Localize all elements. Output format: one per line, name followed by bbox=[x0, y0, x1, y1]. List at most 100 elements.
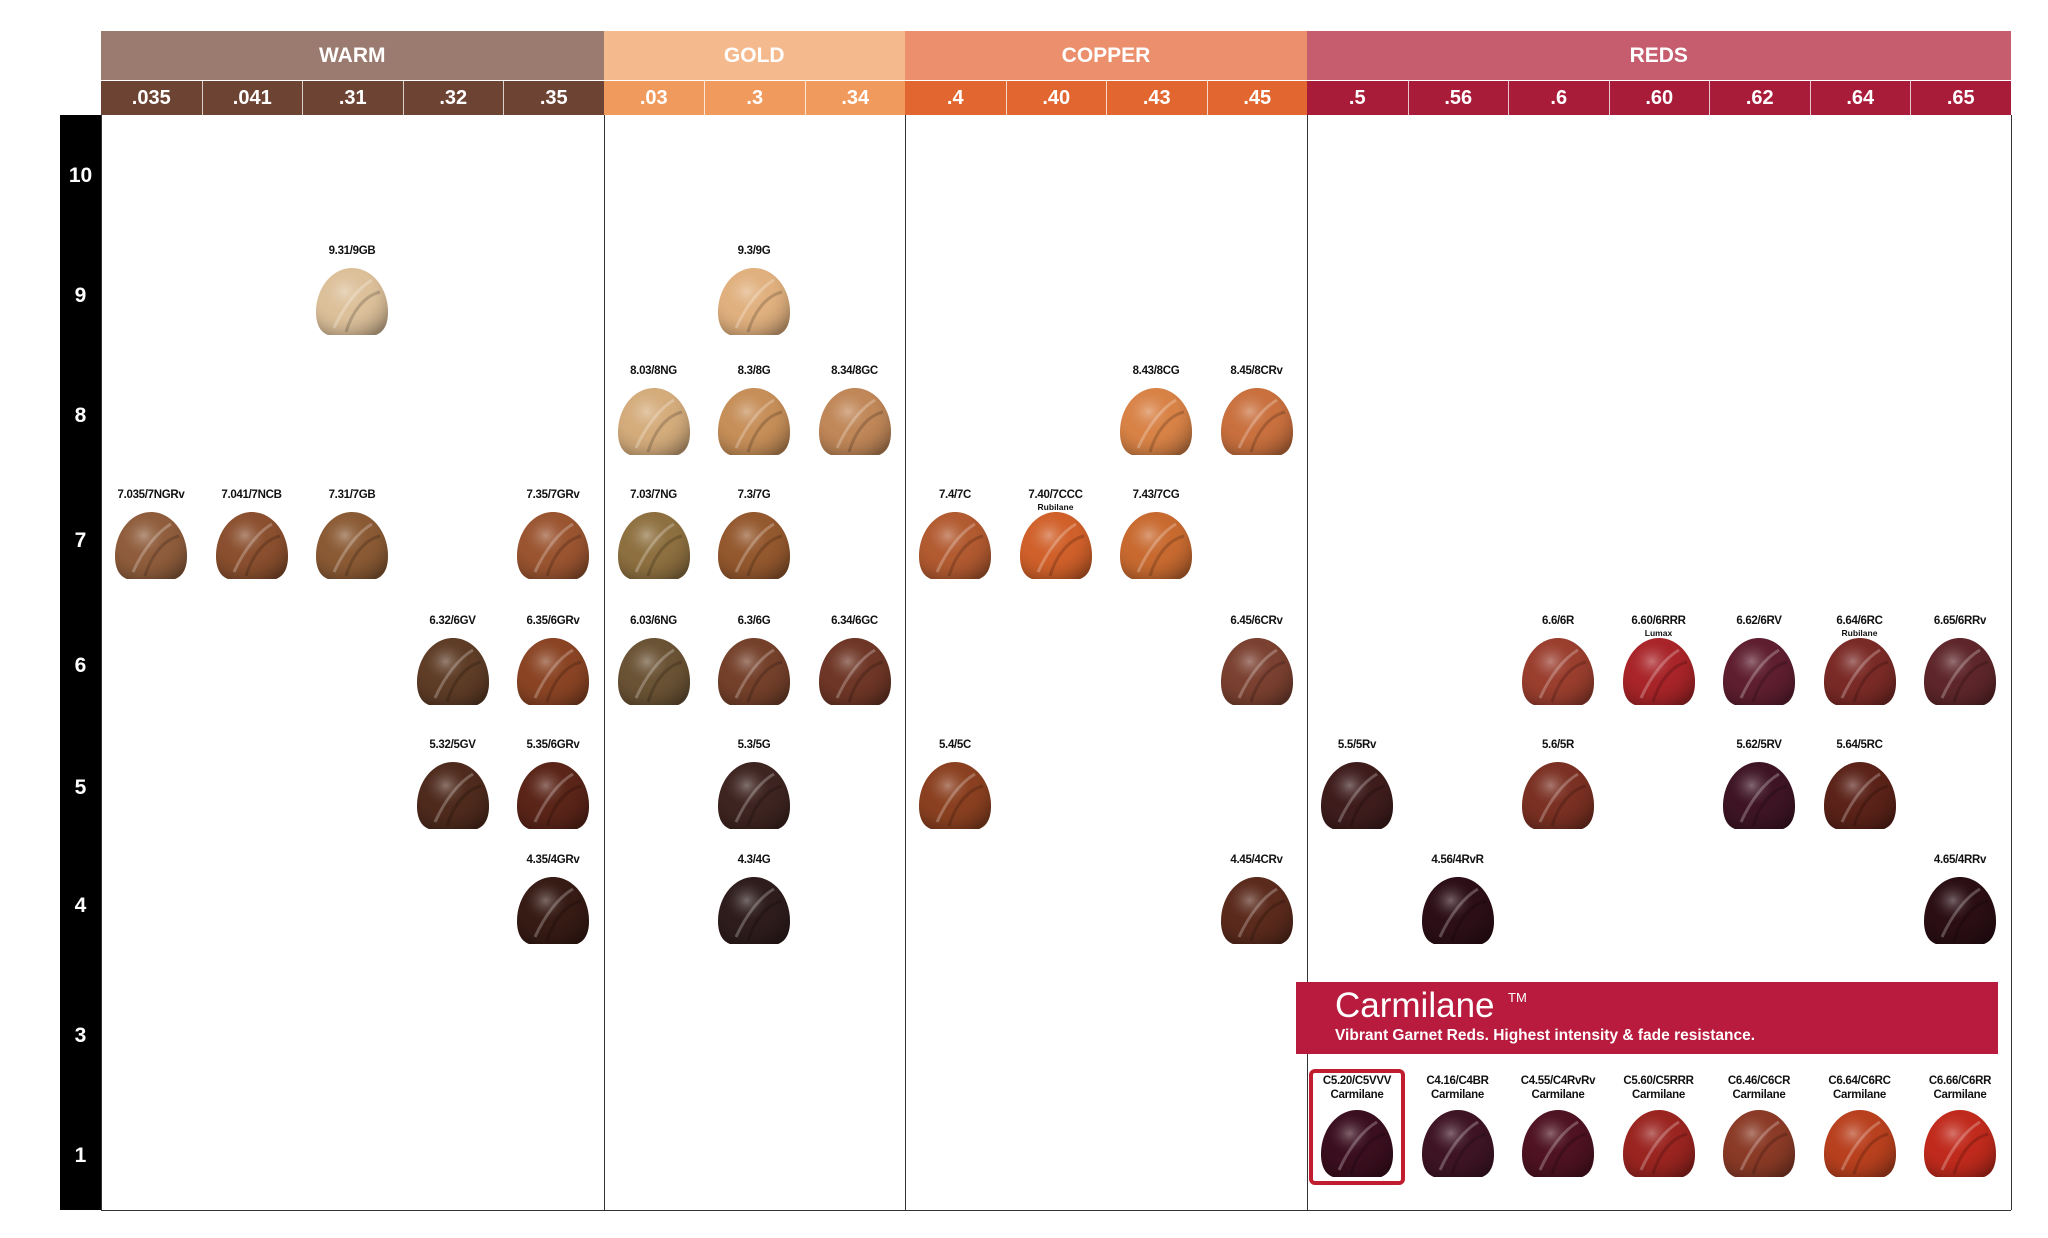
level-label-10: 10 bbox=[68, 164, 93, 187]
swatch-4-45[interactable]: 4.45/4CRv bbox=[1207, 853, 1307, 944]
hair-swatch-icon bbox=[416, 762, 489, 829]
hair-swatch-icon bbox=[517, 512, 589, 579]
tone-code-45: .45 bbox=[1206, 81, 1307, 115]
tone-code-60: .60 bbox=[1608, 81, 1709, 115]
swatch-4-56[interactable]: 4.56/4RvR bbox=[1408, 853, 1508, 944]
hair-swatch-icon bbox=[718, 512, 790, 579]
carmilane-swatch-C5-60[interactable]: C5.60/C5RRR Carmilane bbox=[1609, 1074, 1709, 1177]
swatch-6-03[interactable]: 6.03/6NG bbox=[604, 614, 704, 705]
hair-swatch-icon bbox=[718, 638, 790, 705]
swatch-label: 5.4/5C bbox=[938, 739, 972, 751]
swatch-6-64[interactable]: 6.64/6RC Rubilane bbox=[1810, 614, 1910, 705]
swatch-label: 6.6/6R bbox=[1541, 615, 1575, 627]
swatch-8-34[interactable]: 8.34/8GC bbox=[805, 364, 905, 455]
swatch-6-34[interactable]: 6.34/6GC bbox=[805, 614, 905, 705]
swatch-sublabel: Carmilane bbox=[1330, 1089, 1384, 1101]
hair-swatch-icon bbox=[1522, 1110, 1594, 1177]
swatch-8-03[interactable]: 8.03/8NG bbox=[604, 364, 704, 455]
group-divider bbox=[2010, 115, 2012, 1210]
swatch-sublabel: Carmilane bbox=[1732, 1089, 1786, 1101]
hair-swatch-icon bbox=[316, 268, 388, 335]
group-divider bbox=[1307, 115, 1308, 1210]
swatch-7-03[interactable]: 7.03/7NG bbox=[604, 488, 704, 579]
swatch-6-6[interactable]: 6.6/6R bbox=[1508, 614, 1608, 705]
swatch-5-5[interactable]: 5.5/5Rv bbox=[1307, 738, 1407, 829]
swatch-6-62[interactable]: 6.62/6RV bbox=[1709, 614, 1809, 705]
tone-code-035: .035 bbox=[101, 81, 202, 115]
swatch-4-3[interactable]: 4.3/4G bbox=[704, 853, 804, 944]
group-header-gold: GOLD bbox=[603, 31, 905, 80]
swatch-5-32[interactable]: 5.32/5GV bbox=[403, 738, 503, 829]
swatch-9-31[interactable]: 9.31/9GB bbox=[302, 244, 402, 335]
hair-swatch-icon bbox=[1220, 388, 1293, 455]
swatch-8-43[interactable]: 8.43/8CG bbox=[1106, 364, 1206, 455]
hair-swatch-icon bbox=[919, 512, 991, 579]
swatch-label: 7.43/7CG bbox=[1132, 489, 1180, 501]
hair-swatch-icon bbox=[1421, 877, 1494, 944]
swatch-5-35[interactable]: 5.35/6GRv bbox=[503, 738, 603, 829]
swatch-7-4[interactable]: 7.4/7C bbox=[905, 488, 1005, 579]
swatch-8-3[interactable]: 8.3/8G bbox=[704, 364, 804, 455]
swatch-sublabel: Rubilane bbox=[1037, 502, 1074, 512]
selected-swatch-highlight bbox=[1309, 1069, 1405, 1185]
swatch-6-35[interactable]: 6.35/6GRv bbox=[503, 614, 603, 705]
swatch-4-35[interactable]: 4.35/4GRv bbox=[503, 853, 603, 944]
carmilane-swatch-C6-46[interactable]: C6.46/C6CR Carmilane bbox=[1709, 1074, 1809, 1177]
swatch-6-3[interactable]: 6.3/6G bbox=[704, 614, 804, 705]
swatch-6-65[interactable]: 6.65/6RRv bbox=[1910, 614, 2010, 705]
hair-swatch-icon bbox=[1823, 1110, 1896, 1177]
swatch-label: 6.3/6G bbox=[737, 615, 771, 627]
hair-swatch-icon bbox=[1120, 512, 1192, 579]
hair-swatch-icon bbox=[1421, 1110, 1494, 1177]
swatch-6-60[interactable]: 6.60/6RRR Lumax bbox=[1609, 614, 1709, 705]
swatch-6-45[interactable]: 6.45/6CRv bbox=[1207, 614, 1307, 705]
swatch-7-041[interactable]: 7.041/7NCB bbox=[202, 488, 302, 579]
swatch-5-4[interactable]: 5.4/5C bbox=[905, 738, 1005, 829]
tone-code-6: .6 bbox=[1508, 81, 1609, 115]
swatch-label: C6.46/C6CR bbox=[1727, 1075, 1791, 1087]
swatch-label: 6.65/6RRv bbox=[1933, 615, 1987, 627]
swatch-7-035[interactable]: 7.035/7NGRv bbox=[101, 488, 201, 579]
swatch-label: 6.34/6GC bbox=[831, 615, 878, 627]
swatch-7-3[interactable]: 7.3/7G bbox=[704, 488, 804, 579]
swatch-9-3[interactable]: 9.3/9G bbox=[704, 244, 804, 335]
swatch-label: 5.35/6GRv bbox=[526, 739, 580, 751]
swatch-5-64[interactable]: 5.64/5RC bbox=[1810, 738, 1910, 829]
tone-code-56: .56 bbox=[1407, 81, 1508, 115]
swatch-label: 7.35/7GRv bbox=[526, 489, 580, 501]
swatch-6-32[interactable]: 6.32/6GV bbox=[403, 614, 503, 705]
carmilane-swatch-C4-55[interactable]: C4.55/C4RvRv Carmilane bbox=[1508, 1074, 1608, 1177]
swatch-8-45[interactable]: 8.45/8CRv bbox=[1207, 364, 1307, 455]
carmilane-swatch-C6-66[interactable]: C6.66/C6RR Carmilane bbox=[1910, 1074, 2010, 1177]
swatch-label: C5.60/C5RRR bbox=[1623, 1075, 1694, 1087]
hair-swatch-icon bbox=[617, 638, 690, 705]
tone-code-31: .31 bbox=[302, 81, 403, 115]
hair-swatch-icon bbox=[215, 512, 288, 579]
hair-swatch-icon bbox=[1723, 1110, 1795, 1177]
carmilane-swatch-C5-20[interactable]: C5.20/C5VVV Carmilane bbox=[1307, 1074, 1407, 1177]
swatch-label: C5.20/C5VVV bbox=[1322, 1075, 1392, 1087]
swatch-5-62[interactable]: 5.62/5RV bbox=[1709, 738, 1809, 829]
tone-code-62: .62 bbox=[1709, 81, 1810, 115]
swatch-label: 6.45/6CRv bbox=[1230, 615, 1283, 627]
swatch-label: C4.16/C4BR bbox=[1426, 1075, 1489, 1087]
hair-swatch-icon bbox=[517, 638, 589, 705]
hair-swatch-icon bbox=[818, 388, 891, 455]
level-bar bbox=[60, 115, 101, 1210]
swatch-sublabel: Rubilane bbox=[1841, 628, 1878, 638]
group-divider bbox=[603, 115, 605, 1210]
swatch-7-35[interactable]: 7.35/7GRv bbox=[503, 488, 603, 579]
swatch-5-3[interactable]: 5.3/5G bbox=[704, 738, 804, 829]
swatch-5-6[interactable]: 5.6/5R bbox=[1508, 738, 1608, 829]
hair-swatch-icon bbox=[1723, 638, 1795, 705]
swatch-label: 5.5/5Rv bbox=[1337, 739, 1377, 751]
hair-swatch-icon bbox=[1823, 762, 1896, 829]
hair-swatch-icon bbox=[115, 512, 187, 579]
swatch-4-65[interactable]: 4.65/4RRv bbox=[1910, 853, 2010, 944]
swatch-7-31[interactable]: 7.31/7GB bbox=[302, 488, 402, 579]
swatch-7-40[interactable]: 7.40/7CCC Rubilane bbox=[1006, 488, 1106, 579]
carmilane-swatch-C4-16[interactable]: C4.16/C4BR Carmilane bbox=[1408, 1074, 1508, 1177]
carmilane-trademark: TM bbox=[1508, 990, 1527, 1005]
swatch-7-43[interactable]: 7.43/7CG bbox=[1106, 488, 1206, 579]
carmilane-swatch-C6-64[interactable]: C6.64/C6RC Carmilane bbox=[1810, 1074, 1910, 1177]
